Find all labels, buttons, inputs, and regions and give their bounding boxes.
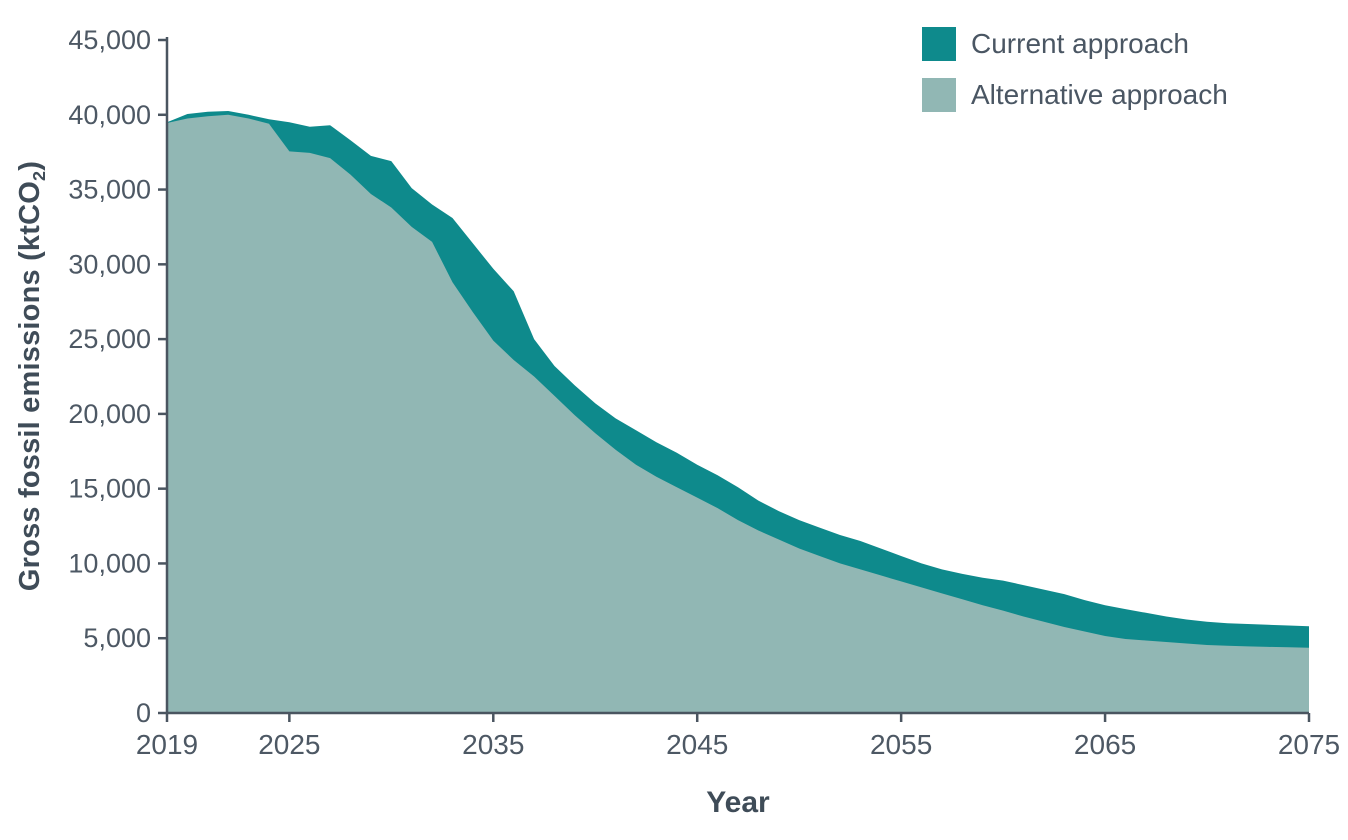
legend-item-alternative: Alternative approach [922, 78, 1228, 112]
y-tick-label: 30,000 [68, 249, 151, 279]
x-tick-label: 2019 [136, 729, 198, 760]
y-tick-label: 5,000 [83, 623, 151, 653]
x-tick-label: 2075 [1278, 729, 1340, 760]
y-tick-label: 15,000 [68, 474, 151, 504]
y-axis-title-close: ) [13, 160, 46, 171]
legend-label-alternative: Alternative approach [971, 79, 1228, 110]
legend-label-current: Current approach [971, 28, 1189, 59]
y-axis-title: Gross fossil emissions (ktCO2) [14, 161, 50, 591]
x-tick-label: 2065 [1074, 729, 1136, 760]
legend-swatch-current [922, 27, 956, 61]
y-axis-title-subscript: 2 [29, 170, 50, 181]
legend-swatch-alternative [922, 78, 956, 112]
x-tick-label: 2035 [462, 729, 524, 760]
x-tick-label: 2025 [258, 729, 320, 760]
y-tick-label: 45,000 [68, 25, 151, 55]
legend-item-current: Current approach [922, 27, 1228, 61]
y-tick-label: 35,000 [68, 175, 151, 205]
y-tick-label: 20,000 [68, 399, 151, 429]
area-series-alternative [167, 114, 1309, 714]
chart-legend: Current approach Alternative approach [922, 27, 1228, 112]
x-tick-label: 2055 [870, 729, 932, 760]
y-tick-label: 10,000 [68, 548, 151, 578]
x-tick-label: 2045 [666, 729, 728, 760]
x-axis-title: Year [706, 786, 770, 819]
y-axis-title-text: Gross fossil emissions (ktCO [13, 180, 46, 592]
y-tick-label: 0 [136, 698, 151, 728]
y-tick-label: 40,000 [68, 100, 151, 130]
y-tick-label: 25,000 [68, 324, 151, 354]
